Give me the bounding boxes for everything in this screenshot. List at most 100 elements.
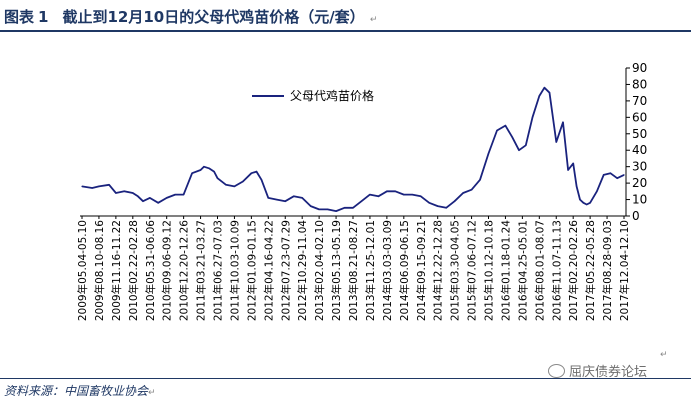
data-point	[260, 179, 263, 181]
x-tick-label: 2017年08.28-09.03	[601, 220, 614, 321]
chart-title: 截止到12月10日的父母代鸡苗价格（元/套）	[62, 8, 365, 26]
data-point	[132, 192, 134, 194]
figure-title: 图表 1 截止到12月10日的父母代鸡苗价格（元/套） ↵	[4, 6, 377, 27]
data-point	[213, 171, 215, 173]
data-point	[174, 194, 176, 196]
data-point	[386, 190, 388, 192]
x-tick-label: 2012年04.16-04.22	[262, 220, 275, 321]
x-tick-label: 2011年06.27-07.03	[212, 220, 225, 321]
source-text: 资料来源：中国畜牧业协会	[4, 384, 149, 398]
data-point	[586, 203, 588, 206]
data-point	[166, 197, 168, 199]
data-point	[579, 199, 581, 201]
data-point	[216, 177, 219, 179]
x-tick-label: 2015年07.06-07.12	[466, 220, 479, 321]
y-tick-label: 20	[632, 176, 647, 190]
data-point	[420, 195, 422, 197]
data-point	[91, 187, 93, 189]
data-point	[81, 185, 83, 187]
data-point	[496, 129, 498, 132]
return-mark: ↵	[660, 350, 668, 360]
data-point	[233, 185, 235, 187]
data-point	[123, 190, 125, 192]
x-tick-label: 2009年11.16-11.22	[110, 220, 123, 321]
x-tick-label: 2016年01.18-01.24	[499, 220, 512, 321]
series-line	[81, 86, 625, 213]
data-point	[335, 210, 337, 212]
y-tick-label: 10	[632, 193, 647, 207]
data-point	[445, 207, 447, 209]
y-tick-label: 70	[632, 94, 647, 108]
x-tick-label: 2012年01.09-01.15	[245, 220, 258, 321]
data-point	[567, 169, 569, 171]
x-tick-label: 2011年03.21-03.27	[195, 220, 208, 321]
data-point	[98, 185, 100, 187]
data-point	[454, 200, 456, 202]
y-tick-label: 0	[632, 209, 640, 223]
data-point	[471, 189, 473, 191]
x-tick-label: 2009年05.04-05.10	[76, 220, 89, 321]
x-tick-label: 2015年03.30-04.05	[449, 220, 462, 321]
data-point	[200, 169, 202, 171]
data-point	[511, 136, 513, 138]
data-point	[318, 208, 320, 210]
chart-area: 0 10 20 30 40 50 60 70 80 90 2009年05.04-05.10 2009年…	[76, 61, 647, 321]
data-point	[137, 195, 139, 197]
data-point	[242, 180, 244, 183]
data-point	[352, 207, 354, 209]
data-point	[191, 172, 193, 174]
data-point	[225, 184, 227, 186]
x-tick-label: 2016年08.01-08.07	[533, 220, 546, 321]
data-point	[462, 192, 464, 194]
x-tick-label: 2012年10.29-11.04	[296, 220, 309, 321]
x-tick-label: 2010年05.31-06.06	[144, 220, 157, 321]
data-point	[293, 195, 295, 197]
x-tick-label: 2013年02.04-02.10	[313, 220, 326, 321]
x-tick-label: 2013年11.25-12.01	[364, 220, 377, 321]
data-point	[582, 202, 585, 204]
data-point	[301, 197, 303, 199]
data-point	[548, 92, 551, 94]
data-point	[255, 171, 258, 173]
x-tick-label: 2011年10.03-10.09	[228, 220, 241, 321]
y-tick-label: 60	[632, 110, 647, 124]
data-point	[369, 194, 371, 196]
x-tick-label: 2014年09.15-09.21	[415, 220, 428, 321]
data-point	[149, 197, 151, 199]
wechat-icon	[548, 364, 565, 378]
data-point	[115, 192, 117, 194]
x-tick-label: 2016年04.25-05.01	[516, 220, 529, 321]
data-point	[609, 172, 612, 174]
data-point	[327, 208, 329, 210]
data-point	[267, 197, 269, 199]
title-rule	[0, 30, 691, 32]
y-tick-label: 50	[632, 127, 647, 141]
x-tick-label: 2013年08.21-08.27	[347, 220, 360, 321]
data-point	[543, 87, 546, 89]
data-point	[616, 177, 618, 179]
x-tick-label: 2017年05.22-05.28	[584, 220, 597, 321]
y-tick-label: 80	[632, 77, 647, 91]
data-point	[504, 125, 506, 127]
x-tick-label: 2010年09.06-09.12	[161, 220, 174, 321]
x-tick-label: 2014年12.22-12.28	[432, 220, 445, 321]
x-tick-label: 2017年02.20-02.26	[567, 220, 580, 321]
data-point	[487, 152, 490, 155]
watermark: 屈庆债券论坛	[548, 361, 647, 380]
data-point	[377, 195, 379, 197]
source-note: 资料来源：中国畜牧业协会↵	[4, 382, 156, 399]
x-tick-label: 2016年11.07-11.13	[550, 220, 563, 321]
data-point	[403, 194, 405, 196]
watermark-text: 屈庆债券论坛	[569, 365, 648, 380]
data-point	[250, 172, 252, 174]
x-tick-label: 2017年12.04-12.10	[618, 220, 631, 321]
data-point	[428, 202, 430, 204]
data-point	[284, 200, 286, 202]
data-point	[525, 144, 527, 146]
x-tick-label: 2013年05.13-05.19	[330, 220, 343, 321]
data-point	[589, 202, 591, 204]
x-tick-label: 2015年10.12-10.18	[483, 220, 496, 321]
legend-label: 父母代鸡苗价格	[290, 88, 374, 103]
y-tick-label: 30	[632, 160, 647, 174]
footer-rule	[0, 378, 691, 379]
